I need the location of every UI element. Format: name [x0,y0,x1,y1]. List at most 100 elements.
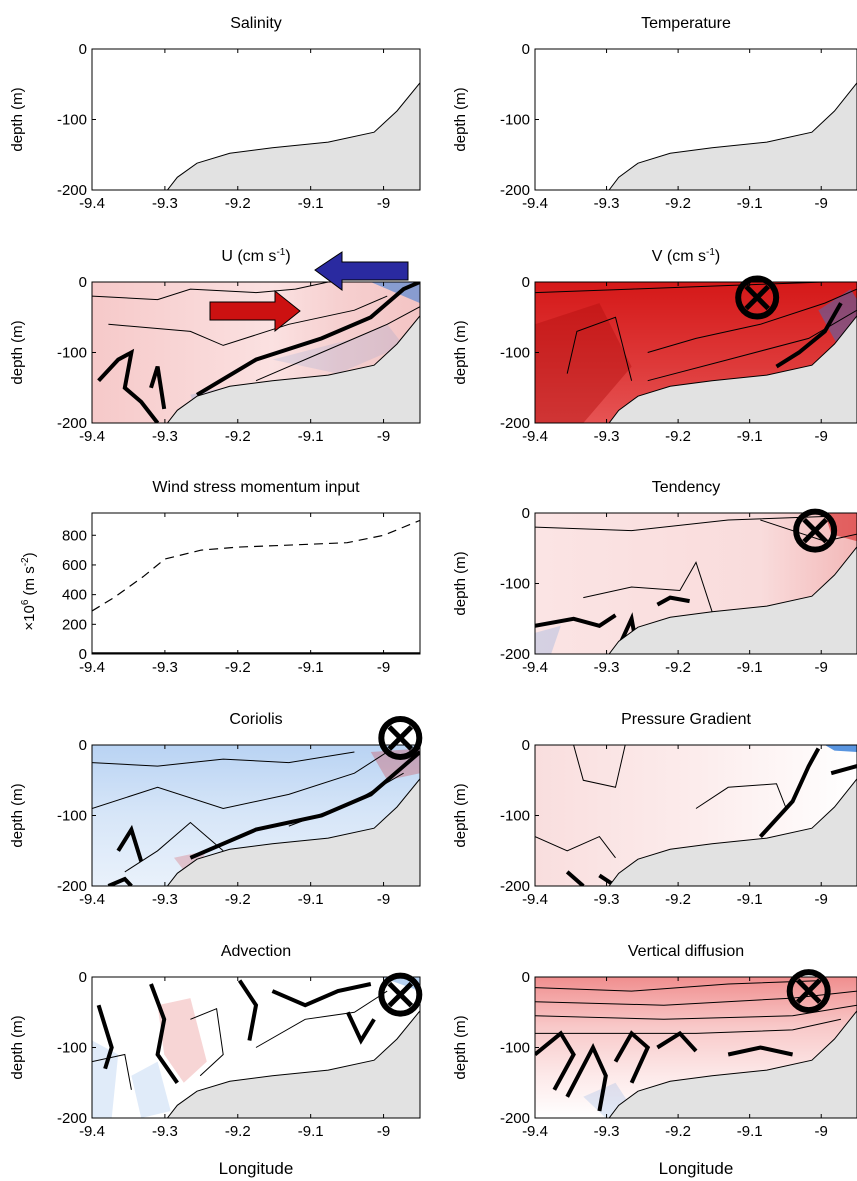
panel-title: V (cm s-1) [652,247,720,265]
x-tick-label: -9.4 [522,428,548,445]
y-tick-label: 200 [62,616,87,633]
x-tick-label: -9.3 [594,659,620,676]
panel-title: U (cm s-1) [221,247,290,265]
y-tick-label: -100 [57,345,87,362]
into-page-symbol [378,972,423,1017]
into-page-symbol [793,508,838,553]
y-tick-label: -100 [500,112,530,129]
y-tick-label: -200 [500,878,530,895]
contour-line [535,1004,857,1020]
x-tick-label: -9.2 [665,1123,691,1140]
bathymetry [608,1009,857,1118]
into-page-symbol [378,715,423,760]
x-tick-label: -9 [815,891,828,908]
contour-line [97,348,160,423]
x-tick-label: -9.1 [737,891,763,908]
x-tick-label: -9.1 [298,428,324,445]
contour-line [237,979,259,1041]
x-tick-label: -9.1 [737,1123,763,1140]
y-axis-label: depth (m) [452,320,469,384]
x-tick-label: -9.2 [665,195,691,212]
panel-salinity: -9.4 -9.3 -9.2 -9.1 -9 0 -100 -200 depth (m) Sali… [9,15,421,212]
panel-advection: -9.4 -9.3 -9.2 -9.1 -9 0 -100 -200 depth (m) Adve… [9,943,421,1178]
y-axis-label: depth (m) [452,551,469,615]
panel-v: -9.4 -9.3 -9.2 -9.1 -9 0 -100 -200 depth (m) V (c… [452,247,857,445]
contour-line [583,561,713,612]
x-tick-label: -9.2 [225,659,251,676]
contour-line [108,295,388,346]
x-tick-label: -9.3 [152,1123,178,1140]
y-tick-label: -100 [500,345,530,362]
panel-pressure: -9.4 -9.3 -9.2 -9.1 -9 0 -100 -200 depth (m) Pres… [452,711,857,908]
contour-line [566,316,633,381]
field-patch [535,625,561,654]
contour-line [656,1030,698,1053]
y-tick-label: 0 [79,41,87,58]
y-tick-label: -200 [57,182,87,199]
x-tick-label: -9.3 [152,428,178,445]
contour-line [535,613,617,628]
x-tick-label: -9.1 [298,195,324,212]
field-patch [157,998,207,1083]
x-tick-label: -9.3 [594,1123,620,1140]
bathymetry [608,314,857,423]
contour-line [535,282,825,294]
y-tick-label: 0 [522,737,530,754]
field-patch [272,324,404,374]
x-tick-label: -9.3 [152,659,178,676]
x-tick-label: -9.1 [737,195,763,212]
x-tick-label: -9.2 [225,1123,251,1140]
contour-line [92,1053,132,1090]
y-tick-label: -100 [500,1040,530,1057]
y-tick-label: -200 [500,646,530,663]
y-tick-label: -100 [500,808,530,825]
x-tick-label: -9.4 [79,659,105,676]
contour-line [647,309,857,382]
y-tick-label: -100 [57,808,87,825]
contour-line [758,747,821,838]
x-axis-label: Longitude [219,1159,294,1178]
panel-title: Coriolis [229,711,282,728]
panel-title: Salinity [230,15,282,32]
y-axis-label: depth (m) [9,1015,26,1079]
field-patch [131,1061,171,1118]
contour-line [656,595,690,607]
x-tick-label: -9.4 [79,428,105,445]
x-tick-label: -9.3 [594,891,620,908]
contour-line [345,1011,376,1045]
contour-line [535,980,825,992]
panel-title: Wind stress momentum input [152,479,360,496]
x-tick-label: -9.4 [79,195,105,212]
bathymetry [608,545,857,654]
y-tick-label: -200 [500,1110,530,1127]
x-tick-label: -9 [377,428,390,445]
panel-tendency: -9.4 -9.3 -9.2 -9.1 -9 0 -100 -200 depth (m) Tend… [452,479,857,676]
contour-line [535,516,825,532]
y-tick-label: -100 [57,1040,87,1057]
x-tick-label: -9 [377,195,390,212]
y-tick-label: -200 [57,1110,87,1127]
x-tick-label: -9.2 [665,428,691,445]
plot-area [92,513,420,654]
x-tick-label: -9 [815,195,828,212]
contour-line [149,366,167,410]
y-tick-label: 0 [79,646,87,663]
contour-line [565,870,585,886]
contour-line [775,302,843,369]
x-tick-label: -9.4 [522,891,548,908]
x-tick-label: -9.4 [522,1123,548,1140]
x-tick-label: -9.1 [298,1123,324,1140]
contour-line [271,982,372,1008]
contour-line [255,306,420,382]
x-tick-label: -9 [815,659,828,676]
contour-line [92,282,329,301]
contour-line [535,1030,576,1091]
bathymetry [166,82,420,190]
field-patch [535,303,632,423]
into-page-symbol [735,275,780,320]
series-line [92,519,420,612]
x-tick-label: -9.3 [594,428,620,445]
x-tick-label: -9.1 [737,428,763,445]
x-tick-label: -9.1 [298,891,324,908]
contour-line [647,288,857,353]
